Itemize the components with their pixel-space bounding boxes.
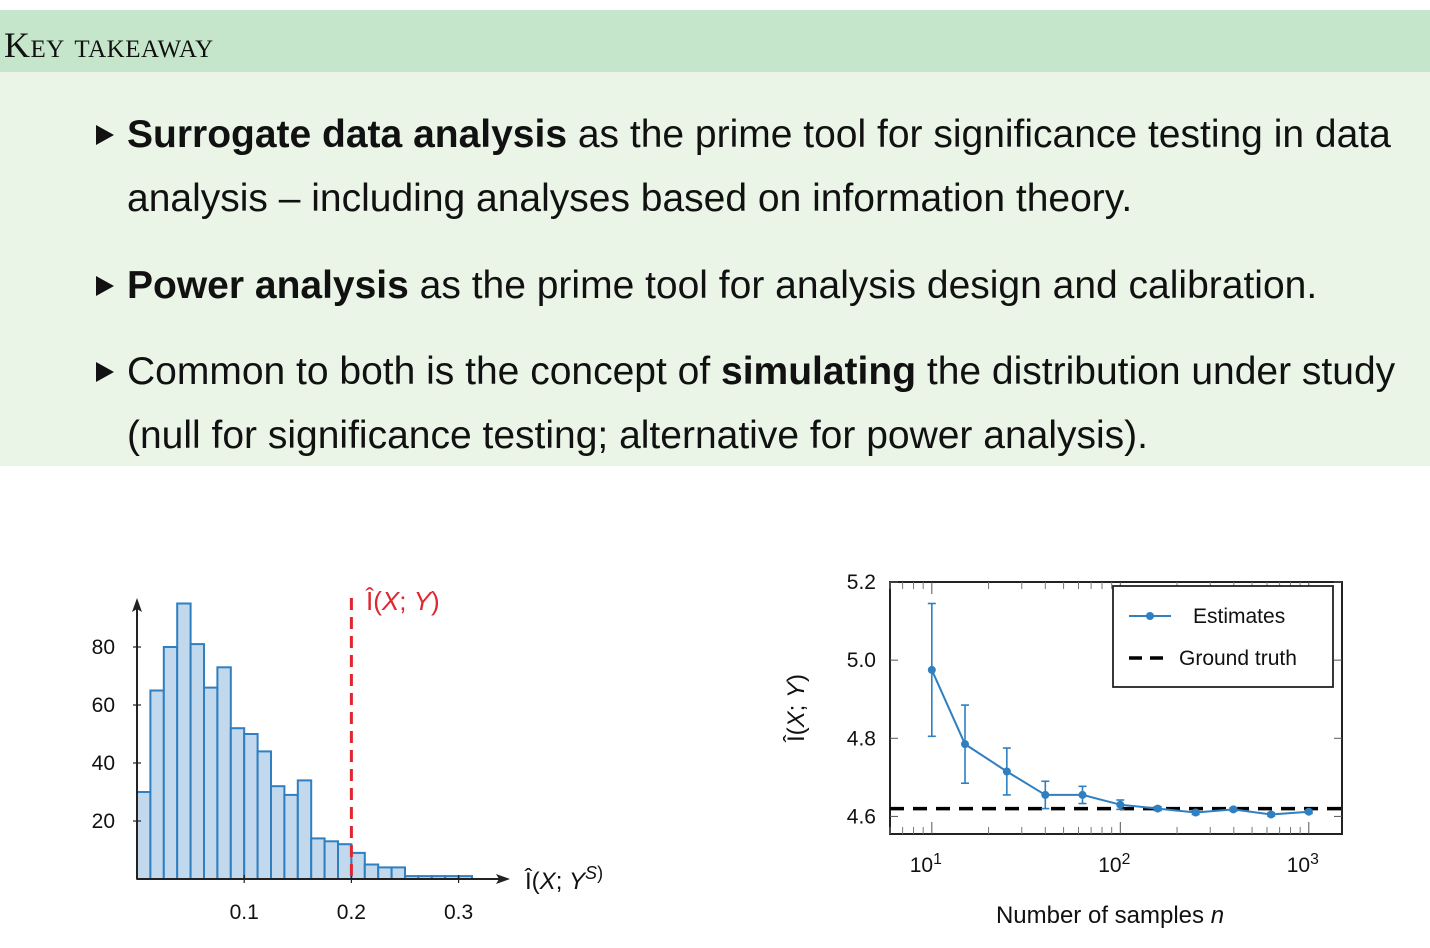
estimate-point: [1116, 800, 1125, 809]
y-axis-label: Î(X; Y): [783, 674, 810, 743]
key-takeaway-title: Key takeaway: [4, 25, 214, 65]
histogram-bar: [283, 793, 299, 880]
observed-value-label: Î(X; Y): [365, 586, 440, 616]
x-axis-label: Î(X; YS): [524, 863, 603, 895]
histogram-bar: [243, 733, 259, 880]
x-tick-label: 0.1: [230, 901, 259, 924]
y-tick-label: 40: [92, 752, 115, 775]
histogram-bar: [390, 866, 407, 880]
histogram-bar: [176, 602, 192, 880]
histogram-bar: [350, 851, 366, 880]
estimate-point: [927, 665, 936, 674]
y-tick-label: 4.8: [847, 727, 876, 750]
histogram-bars: [136, 602, 474, 881]
y-tick-label: 20: [92, 810, 115, 833]
estimate-point: [1267, 810, 1276, 819]
legend-estimates-marker: [1146, 612, 1154, 620]
histogram-bar: [203, 686, 219, 880]
estimates-axis-labels: Number of samples n Î(X; Y): [783, 674, 1224, 929]
triangle-bullet-icon: [96, 362, 114, 382]
bullet-bold: Power analysis: [127, 264, 409, 307]
plot-frame: [889, 581, 1343, 835]
bullet-rest: as the prime tool for significance testi…: [127, 113, 1391, 220]
y-tick-label: 4.6: [847, 805, 876, 828]
estimate-point: [961, 740, 970, 749]
y-tick-label: 5.2: [847, 571, 876, 594]
bullet-pre: Common to both is the concept of: [127, 350, 721, 393]
x-tick-label: 0.2: [337, 901, 366, 924]
estimates-line: [930, 669, 1309, 816]
triangle-bullet-icon: [96, 125, 114, 145]
bullet-text: Power analysis as the prime tool for ana…: [127, 254, 1406, 318]
histogram-annotation: Î(X; Y): [349, 586, 440, 879]
histogram-bar: [337, 843, 353, 881]
estimates-ticks: 4.6 4.8 5.0 5.2 101 102 103: [847, 571, 1342, 877]
x-axis-label: Number of samples n: [996, 902, 1224, 929]
legend-estimates-label: Estimates: [1193, 605, 1285, 628]
bullet-power-analysis: Power analysis as the prime tool for ana…: [96, 254, 1406, 318]
y-tick-label: 80: [92, 636, 115, 659]
x-tick-label: 103: [1287, 851, 1319, 878]
bullet-text: Surrogate data analysis as the prime too…: [127, 103, 1406, 231]
x-axis-arrow-icon: [496, 874, 510, 884]
estimate-point: [1153, 804, 1162, 813]
histogram-bar: [229, 727, 246, 880]
bullet-rest: as the prime tool for analysis design an…: [408, 264, 1318, 307]
histogram-bar: [270, 785, 286, 880]
bullet-bold: simulating: [721, 350, 917, 393]
estimate-point: [1002, 767, 1011, 776]
histogram-bar: [363, 863, 380, 880]
estimate-point: [1078, 790, 1087, 799]
y-tick-label: 5.0: [847, 649, 876, 672]
histogram-bar: [216, 666, 232, 880]
histogram-bar: [256, 750, 273, 880]
histogram-ticks: 0.1 0.2 0.3 20 40 60 80 Î(X; YS): [92, 636, 603, 924]
x-tick-label: 101: [910, 851, 942, 878]
legend-ground-truth-label: Ground truth: [1179, 647, 1297, 670]
estimates-legend: Estimates Ground truth: [1112, 585, 1334, 688]
estimate-point: [1304, 807, 1313, 816]
triangle-bullet-icon: [96, 276, 114, 296]
y-axis-arrow-icon: [132, 598, 142, 612]
estimate-point: [1229, 805, 1238, 814]
surrogate-histogram-chart: 0.1 0.2 0.3 20 40 60 80 Î(X; YS) Î(X; Y): [92, 586, 603, 924]
histogram-bar: [377, 866, 393, 880]
estimates-plot-frame: [889, 581, 1343, 835]
estimates-series: [890, 602, 1342, 819]
bullet-rest: the distribution under study (null for s…: [127, 350, 1396, 457]
bullet-text: Common to both is the concept of simulat…: [127, 340, 1406, 468]
estimate-point: [1191, 808, 1200, 817]
bullet-simulating: Common to both is the concept of simulat…: [96, 340, 1406, 468]
histogram-bar: [162, 646, 179, 880]
estimates-vs-samples-chart: 4.6 4.8 5.0 5.2 101 102 103 Estimates Ground tr…: [783, 571, 1343, 929]
estimate-point: [1041, 790, 1050, 799]
bullet-bold: Surrogate data analysis: [127, 113, 568, 156]
x-tick-label: 102: [1098, 851, 1130, 878]
histogram-bar: [310, 837, 326, 880]
y-tick-label: 60: [92, 694, 115, 717]
histogram-bar: [323, 840, 340, 880]
histogram-bar: [189, 643, 206, 880]
x-tick-label: 0.3: [444, 901, 473, 924]
bullet-surrogate-data: Surrogate data analysis as the prime too…: [96, 103, 1406, 231]
histogram-bar: [149, 689, 165, 880]
key-takeaway-box: Key takeaway Surrogate data analysis as …: [0, 10, 1430, 466]
histogram-axes: [132, 598, 510, 884]
key-takeaway-header: Key takeaway: [0, 10, 1430, 72]
legend-box: [1112, 585, 1334, 688]
histogram-bar: [136, 791, 152, 880]
histogram-bar: [296, 779, 313, 880]
